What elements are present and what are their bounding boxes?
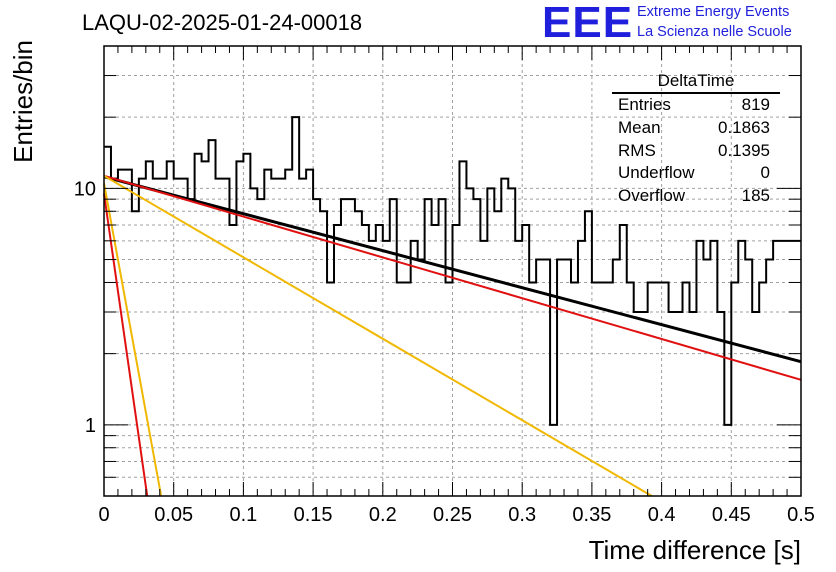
stats-label: Entries xyxy=(618,95,671,114)
stats-title: DeltaTime xyxy=(612,71,780,94)
stats-value: 0.1395 xyxy=(718,140,770,160)
x-tick-label: 0.2 xyxy=(369,504,397,526)
y-axis-label: Entries/bin xyxy=(8,40,38,163)
stats-label: Overflow xyxy=(618,186,686,206)
y-tick-label: 10 xyxy=(74,178,96,200)
fit-curve xyxy=(103,174,802,381)
x-tick-label: 0.4 xyxy=(648,504,676,526)
stats-value: 0 xyxy=(760,163,770,183)
stats-label: Mean xyxy=(618,117,661,137)
x-tick-label: 0.5 xyxy=(787,504,815,526)
stats-label: RMS xyxy=(618,140,656,160)
stats-value: 819 xyxy=(741,95,770,114)
stats-row: RMS 0.1395 xyxy=(612,140,780,163)
x-tick-label: 0.25 xyxy=(433,504,472,526)
fit-curve xyxy=(103,193,149,497)
logo-line-2: La Scienza nelle Scuole xyxy=(637,24,792,40)
stats-value: 0.1863 xyxy=(718,117,770,137)
stats-row: Overflow 185 xyxy=(612,185,780,208)
x-tick-label: 0.05 xyxy=(154,504,193,526)
fit-curve xyxy=(103,175,802,364)
x-tick-label: 0.3 xyxy=(508,504,536,526)
x-tick-label: 0.35 xyxy=(572,504,611,526)
stats-label: Underflow xyxy=(618,163,695,183)
fit-curve xyxy=(103,174,653,497)
eee-logo: EEE xyxy=(542,0,634,47)
stats-box: DeltaTime Entries 819 Mean 0.1863 RMS 0.1395 U… xyxy=(612,71,780,208)
x-tick-label: 0.45 xyxy=(712,504,751,526)
fit-curve xyxy=(103,183,163,497)
x-axis-label: Time difference [s] xyxy=(589,535,801,565)
histogram-series xyxy=(104,116,801,426)
stats-row: Underflow 0 xyxy=(612,162,780,185)
logo-line-1: Extreme Energy Events xyxy=(637,4,790,20)
x-tick-label: 0.1 xyxy=(229,504,257,526)
stats-value: 185 xyxy=(741,186,770,206)
chart-title: LAQU-02-2025-01-24-00018 xyxy=(82,10,363,35)
stats-row: Entries 819 xyxy=(612,94,780,117)
y-tick-label: 1 xyxy=(85,415,96,437)
x-tick-label: 0.15 xyxy=(294,504,333,526)
x-tick-label: 0 xyxy=(98,504,109,526)
stats-row: Mean 0.1863 xyxy=(612,117,780,140)
